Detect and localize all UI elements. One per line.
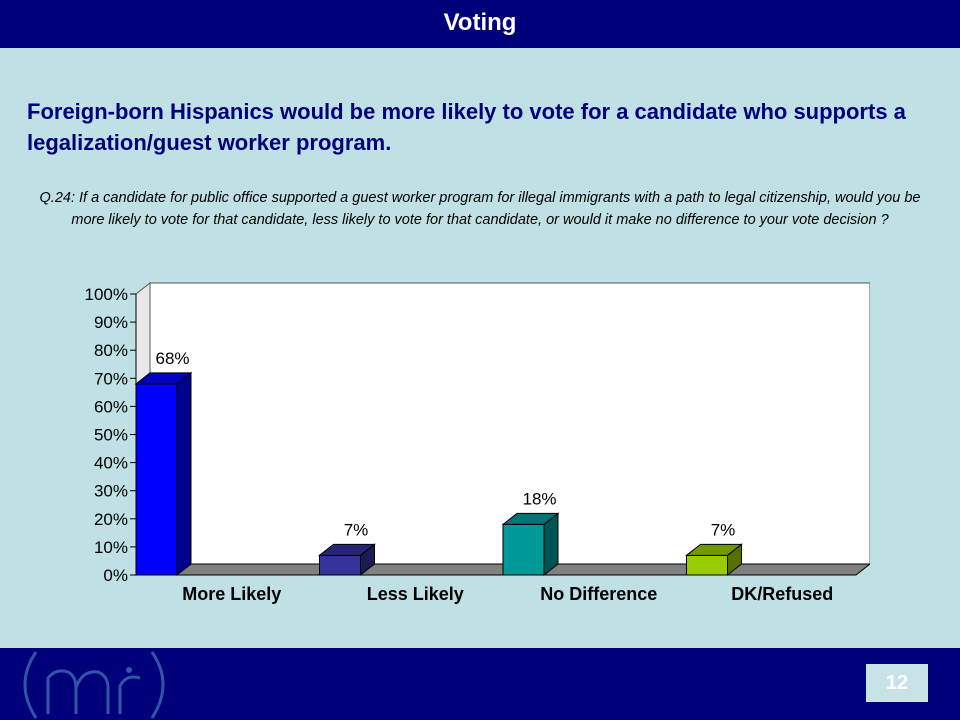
y-tick-label: 90% [94, 313, 128, 332]
x-tick-label: DK/Refused [731, 584, 833, 604]
bar-top [685, 543, 743, 556]
bar-top [501, 512, 560, 525]
bar [502, 523, 545, 576]
data-label: 7% [344, 520, 369, 539]
bar [135, 383, 178, 576]
survey-question: Q.24: If a candidate for public office s… [39, 190, 921, 228]
bar-top [134, 372, 193, 385]
y-tick-label: 80% [94, 341, 128, 360]
bar [686, 554, 728, 576]
x-tick-label: More Likely [182, 584, 281, 604]
bar-group [318, 543, 376, 577]
y-tick-label: 30% [94, 482, 128, 501]
page-title: Voting [443, 9, 517, 36]
bar-side [176, 371, 192, 577]
y-tick-label: 50% [94, 426, 128, 445]
bar-group [501, 512, 560, 577]
y-tick-label: 40% [94, 454, 128, 473]
data-label: 18% [522, 489, 556, 508]
bar-top [318, 543, 376, 556]
y-tick-label: 20% [94, 510, 128, 529]
data-label: 68% [155, 349, 189, 368]
x-tick-label: No Difference [540, 584, 657, 604]
bar-group [685, 543, 743, 577]
bar-chart: 0% 10% 20% 30% 40% 50% 60% 70% 80% 90% 100% 68% More… [85, 281, 870, 604]
bar [319, 554, 361, 576]
x-tick-label: Less Likely [367, 584, 464, 604]
y-tick-label: 10% [94, 538, 128, 557]
bar-group [134, 371, 193, 577]
footer-bar [0, 648, 960, 720]
page-number: 12 [866, 664, 928, 702]
m-logo-icon [23, 651, 165, 719]
y-tick-label: 100% [85, 285, 128, 304]
header-bar: Voting [0, 0, 960, 48]
y-tick-label: 60% [94, 397, 128, 416]
plot-area [149, 282, 870, 565]
data-label: 7% [711, 520, 736, 539]
y-tick-label: 0% [103, 566, 128, 585]
y-tick-label: 70% [94, 369, 128, 388]
headline: Foreign-born Hispanics would be more lik… [27, 99, 906, 155]
